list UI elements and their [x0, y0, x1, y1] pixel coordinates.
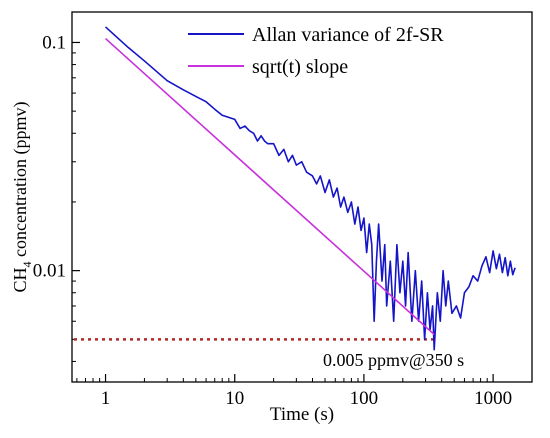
series-line-allan-variance [105, 26, 516, 351]
y-tick-label: 0.1 [42, 32, 66, 53]
legend: Allan variance of 2f-SR sqrt(t) slope [188, 24, 444, 78]
y-tick-label: 0.01 [33, 261, 66, 282]
x-tick-label: 1 [101, 388, 111, 409]
y-axis-title-sub: 4 [20, 261, 34, 267]
x-tick-label: 100 [350, 388, 379, 409]
plot-frame [71, 11, 533, 383]
series-line-sqrt-slope [105, 37, 435, 336]
series-layer [74, 26, 516, 351]
x-axis-title: Time (s) [270, 404, 334, 425]
x-tick-label: 1000 [474, 388, 512, 409]
x-tick-label: 10 [225, 388, 244, 409]
y-axis-title-main: CH [10, 267, 30, 292]
axis-ticks: 1 10 100 1000 0.1 0.01 [33, 32, 512, 409]
legend-label-allan: Allan variance of 2f-SR [252, 24, 444, 46]
y-axis-title-rest: concentration (ppmv) [10, 102, 31, 262]
y-axis-title: CH4 concentration (ppmv) [10, 102, 34, 293]
annotation-label: 0.005 ppmv@350 s [323, 350, 464, 370]
legend-label-sqrt: sqrt(t) slope [252, 56, 348, 78]
